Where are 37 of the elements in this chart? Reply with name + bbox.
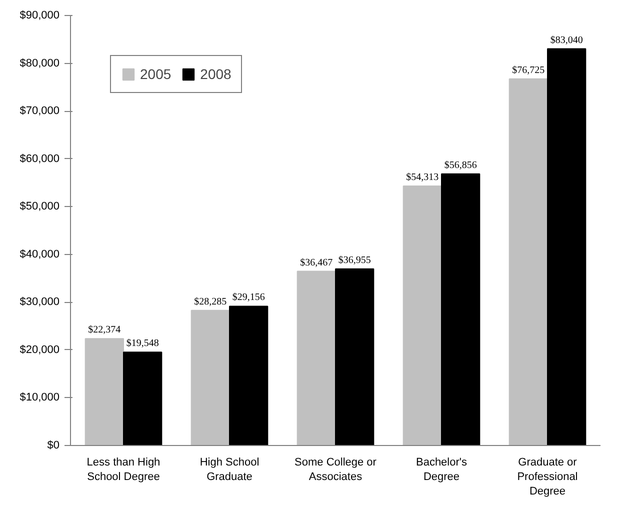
bar [335, 268, 374, 446]
y-tick-label: $40,000 [20, 248, 60, 260]
bar [508, 78, 548, 446]
legend-label: 2005 [140, 66, 172, 82]
x-tick-label: Bachelor's Degree [416, 456, 468, 483]
data-label: $28,285 [194, 296, 227, 308]
legend-label: 2008 [200, 66, 232, 82]
data-label: $76,725 [512, 64, 545, 76]
data-label: $36,955 [338, 254, 371, 266]
x-tick-label: Graduate or Professional Degree [517, 456, 578, 498]
y-tick-label: $0 [47, 440, 60, 452]
y-tick-label: $90,000 [20, 10, 60, 22]
bar [402, 186, 442, 446]
bar [296, 270, 336, 446]
x-tick-label: High School Graduate [200, 456, 260, 483]
data-label: $83,040 [550, 34, 583, 46]
y-tick-label: $20,000 [20, 344, 60, 356]
x-tick-label: Some College or Associates [294, 456, 377, 483]
y-tick-label: $50,000 [20, 200, 60, 213]
data-label: $22,374 [88, 324, 121, 336]
bar [190, 310, 230, 446]
data-label: $19,548 [126, 338, 159, 350]
bar [123, 352, 162, 446]
data-label: $36,467 [300, 257, 333, 268]
data-label: $29,156 [232, 292, 265, 304]
bar [547, 48, 586, 446]
data-label: $54,313 [406, 172, 439, 184]
y-tick-label: $70,000 [20, 105, 60, 118]
x-tick-label: Less than High School Degree [86, 456, 160, 483]
bar [84, 338, 124, 446]
y-tick-label: $60,000 [20, 152, 60, 165]
y-tick-label: $10,000 [20, 392, 60, 404]
data-label: $56,856 [444, 160, 477, 171]
y-tick-label: $80,000 [20, 57, 60, 70]
bar [229, 306, 268, 446]
bar [441, 173, 480, 446]
y-tick-label: $30,000 [20, 296, 60, 308]
